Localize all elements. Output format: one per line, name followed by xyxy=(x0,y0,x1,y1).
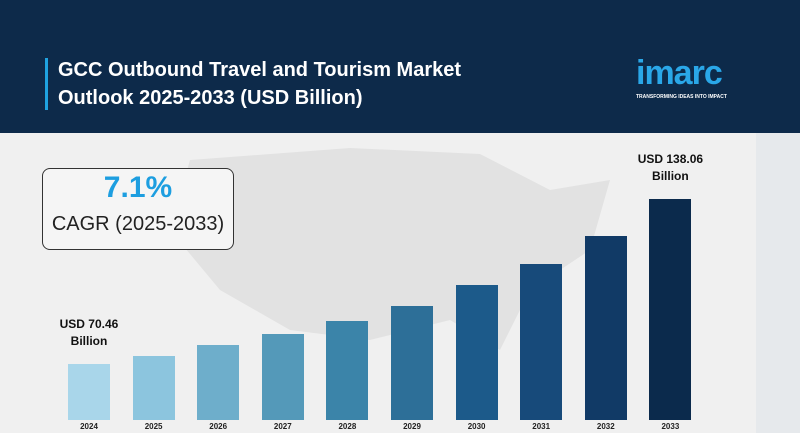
cagr-value: 7.1% xyxy=(103,171,173,204)
bar xyxy=(326,320,369,420)
x-tick-label: 2030 xyxy=(467,422,486,431)
bar xyxy=(649,198,692,420)
chart-title: GCC Outbound Travel and Tourism Market O… xyxy=(58,59,462,109)
value-label: USD 138.06 Billion xyxy=(637,151,704,183)
bar xyxy=(197,344,240,420)
value-label: USD 70.46 Billion xyxy=(59,316,119,348)
logo: imarc xyxy=(636,54,723,92)
x-tick-label: 2032 xyxy=(596,422,615,431)
x-tick-label: 2033 xyxy=(661,422,680,431)
bar xyxy=(391,305,433,420)
bar xyxy=(261,333,304,420)
bar xyxy=(132,355,175,420)
cagr-label: CAGR (2025-2033) xyxy=(51,213,225,235)
side-strip xyxy=(756,133,800,433)
bar xyxy=(584,235,627,420)
cagr-box: 7.1% CAGR (2025-2033) xyxy=(42,168,234,250)
accent-bar xyxy=(45,58,48,110)
bar xyxy=(520,263,563,420)
x-tick-label: 2031 xyxy=(532,422,551,431)
x-tick-label: 2027 xyxy=(273,422,292,431)
bar xyxy=(455,284,498,420)
bar xyxy=(68,363,110,420)
header: GCC Outbound Travel and Tourism Market O… xyxy=(0,0,800,133)
x-tick-label: 2025 xyxy=(144,422,163,431)
tagline: TRANSFORMING IDEAS INTO IMPACT xyxy=(636,94,727,100)
x-tick-label: 2026 xyxy=(209,422,228,431)
map-silhouette xyxy=(170,148,610,350)
x-tick-label: 2028 xyxy=(338,422,357,431)
x-tick-label: 2029 xyxy=(403,422,421,431)
x-tick-label: 2024 xyxy=(80,422,98,431)
